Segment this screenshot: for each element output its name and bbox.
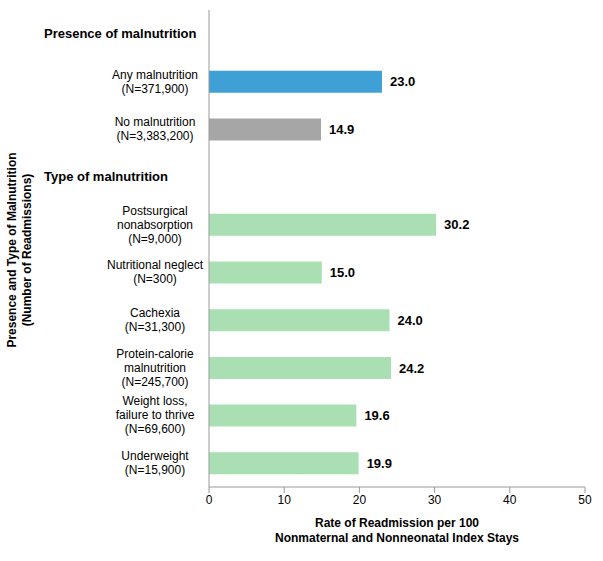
svg-text:nonabsorption: nonabsorption xyxy=(117,218,193,232)
svg-text:Any malnutrition: Any malnutrition xyxy=(112,68,198,82)
svg-text:24.0: 24.0 xyxy=(397,313,422,328)
svg-text:20: 20 xyxy=(353,493,367,507)
svg-text:Underweight: Underweight xyxy=(121,449,189,463)
svg-text:Postsurgical: Postsurgical xyxy=(122,204,187,218)
svg-text:50: 50 xyxy=(578,493,592,507)
svg-text:10: 10 xyxy=(278,493,292,507)
svg-text:0: 0 xyxy=(206,493,213,507)
svg-text:(N=300): (N=300) xyxy=(133,272,177,286)
svg-text:Type of malnutrition: Type of malnutrition xyxy=(44,169,168,184)
svg-text:Nutritional neglect: Nutritional neglect xyxy=(107,258,204,272)
html-text:Presence and Type of Malnutrit: Presence and Type of Malnutrition xyxy=(5,152,19,348)
svg-text:Presence of malnutrition: Presence of malnutrition xyxy=(44,26,196,41)
html-text:(Number of Readmissions): (Number of Readmissions) xyxy=(20,173,34,327)
svg-text:Protein-calorie: Protein-calorie xyxy=(116,347,194,361)
svg-text:failure to thrive: failure to thrive xyxy=(116,408,195,422)
svg-text:(N=9,000): (N=9,000) xyxy=(128,232,182,246)
svg-text:(N=3,383,200): (N=3,383,200) xyxy=(116,129,193,143)
html-text:Nonmaternal and Nonneonatal In: Nonmaternal and Nonneonatal Index Stays xyxy=(275,531,519,545)
svg-text:40: 40 xyxy=(503,493,517,507)
svg-text:(N=31,300): (N=31,300) xyxy=(125,320,185,334)
svg-text:(N=371,900): (N=371,900) xyxy=(121,82,188,96)
svg-text:14.9: 14.9 xyxy=(329,122,354,137)
svg-text:15.0: 15.0 xyxy=(330,265,355,280)
svg-text:19.9: 19.9 xyxy=(367,456,392,471)
svg-text:30.2: 30.2 xyxy=(444,217,469,232)
svg-text:malnutrition: malnutrition xyxy=(124,361,186,375)
svg-text:Cachexia: Cachexia xyxy=(130,306,180,320)
svg-text:Weight loss,: Weight loss, xyxy=(122,394,187,408)
svg-text:23.0: 23.0 xyxy=(390,74,415,89)
svg-text:(N=245,700): (N=245,700) xyxy=(121,375,188,389)
svg-text:19.6: 19.6 xyxy=(364,408,389,423)
svg-text:No malnutrition: No malnutrition xyxy=(115,115,196,129)
svg-text:(N=69,600): (N=69,600) xyxy=(125,422,185,436)
svg-text:30: 30 xyxy=(428,493,442,507)
html-text:Rate of Readmission per 100: Rate of Readmission per 100 xyxy=(315,516,479,530)
svg-text:24.2: 24.2 xyxy=(399,361,424,376)
svg-text:(N=15,900): (N=15,900) xyxy=(125,463,185,477)
